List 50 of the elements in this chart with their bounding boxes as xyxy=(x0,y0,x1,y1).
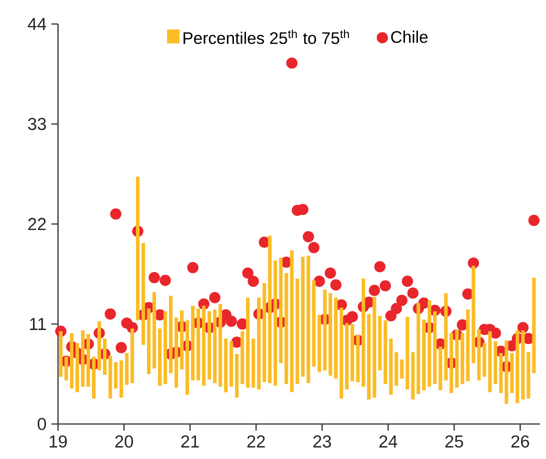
bar xyxy=(411,352,415,400)
x-tick-label: 23 xyxy=(313,435,331,448)
y-tick-label: 22 xyxy=(28,218,46,230)
bar xyxy=(290,250,294,392)
bar xyxy=(80,330,85,387)
x-tick-label: 25 xyxy=(445,435,464,448)
bar xyxy=(246,298,250,388)
legend-label: Chile xyxy=(391,30,428,43)
bar xyxy=(114,362,118,389)
bar xyxy=(164,311,168,384)
bar xyxy=(301,256,305,377)
y-tick-label: 11 xyxy=(30,318,46,330)
bar xyxy=(306,256,310,384)
x-tick-label: 26 xyxy=(511,435,530,448)
x-tick-label: 21 xyxy=(181,435,199,448)
bar xyxy=(378,316,382,370)
y-tick-label: 0 xyxy=(38,418,46,430)
bar xyxy=(262,283,266,382)
bar xyxy=(284,273,288,384)
legend-label: Percentiles 25$^{th}$ to 75$^{th}$ xyxy=(184,30,349,44)
bar xyxy=(119,360,124,398)
x-tick-label: 20 xyxy=(115,435,133,448)
bar xyxy=(422,319,426,390)
x-tick-label: 22 xyxy=(247,435,265,448)
bar xyxy=(64,356,68,380)
bar xyxy=(466,309,470,382)
bar xyxy=(406,316,410,390)
bar xyxy=(235,354,239,398)
bar xyxy=(334,298,338,379)
bar xyxy=(400,359,404,379)
y-tick-label: 33 xyxy=(28,118,46,130)
bar xyxy=(367,314,371,400)
bar xyxy=(494,341,498,384)
bar xyxy=(158,328,162,386)
bar xyxy=(389,338,393,395)
bar xyxy=(252,338,256,388)
bar xyxy=(191,306,195,380)
y-tick-label: 44 xyxy=(28,18,46,30)
bar xyxy=(328,293,332,376)
bar xyxy=(532,278,536,374)
bar xyxy=(526,352,530,399)
bar xyxy=(152,292,156,369)
bar xyxy=(224,338,228,392)
x-tick-label: 24 xyxy=(379,435,398,448)
bar xyxy=(296,278,300,384)
bar xyxy=(318,314,322,372)
x-tick-label: 19 xyxy=(50,435,67,448)
bar xyxy=(394,352,398,386)
bar xyxy=(510,353,514,394)
bar xyxy=(213,309,217,384)
